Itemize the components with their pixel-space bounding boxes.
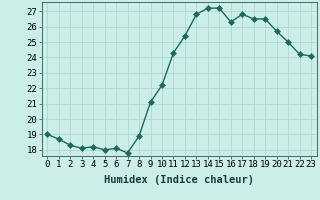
X-axis label: Humidex (Indice chaleur): Humidex (Indice chaleur) — [104, 175, 254, 185]
